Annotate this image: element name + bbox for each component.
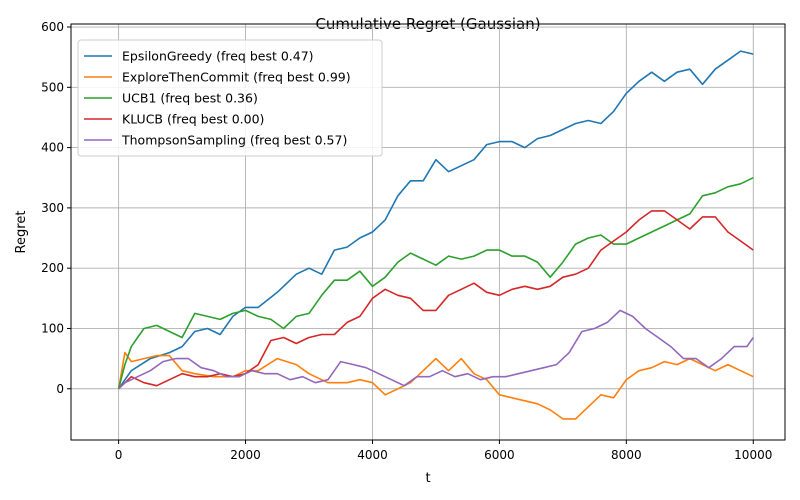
y-tick-label: 300: [41, 201, 64, 215]
y-tick-label: 100: [41, 321, 64, 335]
x-tick-label: 8000: [611, 448, 642, 462]
x-axis-label: t: [425, 471, 430, 486]
series-line-1: [117, 351, 754, 420]
x-tick-label: 6000: [484, 448, 515, 462]
series-line-4: [118, 309, 754, 390]
y-axis-label: Regret: [14, 211, 29, 254]
y-tick-label: 600: [41, 20, 64, 34]
y-axis-ticks: 0 100 200 300 400 500 600: [41, 20, 71, 396]
legend: EpsilonGreedy (freq best 0.47) ExploreThe…: [77, 39, 383, 157]
x-tick-label: 0: [115, 448, 123, 462]
series-line-2: [117, 176, 754, 390]
series-line-3: [118, 210, 754, 390]
x-axis-ticks: 0 2000 4000 6000 8000 10000: [115, 440, 772, 462]
x-tick-label: 2000: [230, 448, 261, 462]
x-tick-label: 4000: [357, 448, 388, 462]
plot-frame: [70, 23, 786, 441]
y-tick-label: 200: [41, 261, 64, 275]
x-tick-label: 10000: [734, 448, 772, 462]
legend-box: [77, 39, 383, 157]
legend-entry: KLUCB (freq best 0.00): [122, 112, 264, 127]
y-tick-label: 400: [41, 141, 64, 155]
legend-entry: UCB1 (freq best 0.36): [122, 91, 258, 106]
y-tick-label: 500: [41, 80, 64, 94]
y-tick-label: 0: [56, 382, 64, 396]
series-line-0: [117, 50, 754, 390]
legend-entry: ExploreThenCommit (freq best 0.99): [122, 70, 351, 85]
series-lines: [117, 50, 754, 420]
legend-entry: ThompsonSampling (freq best 0.57): [121, 133, 347, 148]
legend-entry: EpsilonGreedy (freq best 0.47): [122, 49, 314, 64]
